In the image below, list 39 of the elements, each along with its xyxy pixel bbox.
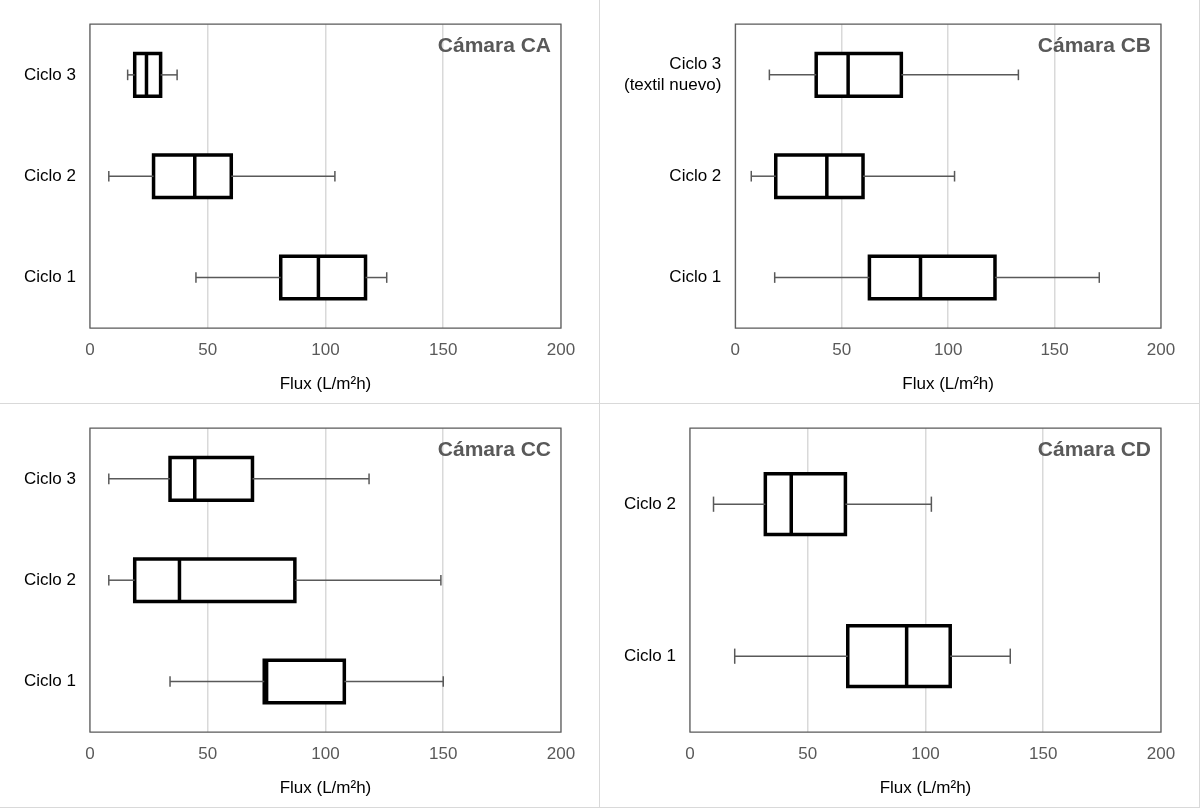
y-tick-label: Ciclo 2 [669, 165, 722, 185]
chart-title: Cámara CA [437, 33, 551, 57]
x-tick-label: 150 [429, 340, 458, 360]
y-tick-label: Ciclo 3 (textil nuevo) [623, 54, 722, 94]
x-tick-label: 100 [933, 340, 963, 360]
x-tick-label: 150 [1040, 340, 1069, 360]
chart-title: Cámara CD [1037, 437, 1151, 461]
x-tick-label: 50 [198, 340, 218, 360]
y-tick-label: Ciclo 3 [23, 468, 76, 488]
y-tick-label: Ciclo 1 [23, 671, 76, 691]
x-tick-label: 0 [685, 744, 695, 764]
x-tick-label: 100 [911, 744, 940, 764]
x-axis-title: Flux (L/m²h) [879, 778, 972, 798]
x-tick-label: 150 [1029, 744, 1058, 764]
chart-title: Cámara CB [1037, 33, 1151, 57]
x-tick-label: 50 [198, 744, 218, 764]
chart-title: Cámara CC [437, 437, 551, 461]
x-tick-label: 0 [730, 340, 741, 360]
y-tick-label: Ciclo 2 [23, 569, 76, 589]
x-tick-label: 0 [85, 744, 95, 764]
x-tick-label: 200 [1146, 340, 1176, 360]
x-axis-title: Flux (L/m²h) [279, 778, 372, 798]
x-tick-label: 100 [311, 744, 340, 764]
y-tick-label: Ciclo 2 [23, 165, 76, 185]
y-tick-label: Ciclo 1 [23, 267, 76, 287]
x-tick-label: 100 [311, 340, 340, 360]
x-tick-label: 150 [429, 744, 458, 764]
x-axis-title: Flux (L/m²h) [279, 374, 372, 394]
x-tick-label: 200 [546, 744, 576, 764]
x-tick-label: 200 [546, 340, 576, 360]
x-tick-label: 50 [832, 340, 852, 360]
x-axis-title: Flux (L/m²h) [902, 374, 994, 394]
x-tick-label: 200 [1146, 744, 1176, 764]
y-tick-label: Ciclo 1 [623, 645, 676, 665]
y-tick-label: Ciclo 1 [669, 267, 722, 287]
x-tick-label: 0 [85, 340, 95, 360]
x-tick-label: 50 [798, 744, 818, 764]
y-tick-label: Ciclo 3 [23, 64, 76, 84]
y-tick-label: Ciclo 2 [623, 493, 676, 513]
